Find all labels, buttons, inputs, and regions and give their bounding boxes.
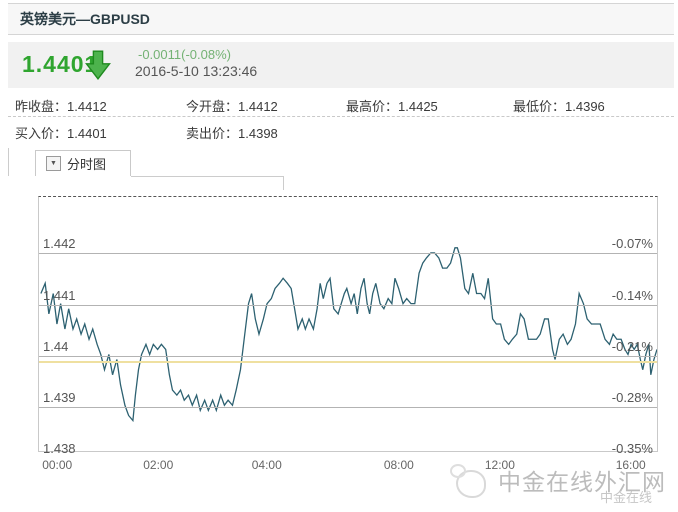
tabbar-border-stub bbox=[283, 176, 284, 190]
tabbar-bottom-border bbox=[131, 176, 283, 177]
y-axis-percent-label: -0.14% bbox=[611, 287, 653, 303]
current-price: 1.4401 bbox=[22, 51, 99, 77]
price-change: -0.0011(-0.08%) bbox=[138, 47, 231, 62]
watermark-text: 中金在线外汇网 bbox=[498, 469, 666, 495]
dashed-divider bbox=[8, 116, 674, 117]
price-line-series bbox=[40, 247, 657, 423]
x-axis-time-label: 12:00 bbox=[484, 458, 515, 472]
x-axis-time-label: 02:00 bbox=[143, 458, 174, 472]
x-axis-time-label: 08:00 bbox=[383, 458, 414, 472]
y-axis-percent-label: -0.21% bbox=[611, 338, 653, 354]
quote-field-value: 1.4412 bbox=[67, 99, 107, 114]
watermark-subtext: 中金在线 bbox=[600, 490, 653, 505]
grid-line bbox=[39, 355, 657, 357]
y-axis-percent-label: -0.07% bbox=[611, 236, 653, 252]
watermark-logo-icon bbox=[450, 464, 490, 500]
quote-field-label: 卖出价： bbox=[186, 126, 239, 141]
quote-field-value: 1.4412 bbox=[238, 99, 278, 114]
quote-field-low: 最低价：1.4396 bbox=[513, 96, 605, 115]
quote-field-value: 1.4401 bbox=[67, 126, 107, 141]
y-axis-price-label: 1.442 bbox=[43, 236, 76, 252]
intraday-chart-plot: 1.442 -0.07% 1.441 -0.14% 1.44 -0.21% 1.439 -0.… bbox=[38, 196, 658, 456]
quote-field-label: 买入价： bbox=[15, 126, 68, 141]
y-axis-price-label: 1.438 bbox=[43, 441, 76, 457]
chevron-down-icon[interactable]: ▼ bbox=[46, 156, 61, 171]
y-axis-percent-label: -0.28% bbox=[611, 389, 653, 405]
quote-field-open: 今开盘：1.4412 bbox=[186, 96, 278, 115]
quote-field-bid: 买入价：1.4401 bbox=[15, 123, 107, 142]
quote-field-label: 今开盘： bbox=[186, 99, 239, 114]
quote-field-ask: 卖出价：1.4398 bbox=[186, 123, 278, 142]
quote-field-value: 1.4425 bbox=[398, 99, 438, 114]
grid-line bbox=[39, 406, 657, 408]
grid-line bbox=[39, 304, 657, 306]
quote-field-prev-close: 昨收盘：1.4412 bbox=[15, 96, 107, 115]
y-axis-percent-label: -0.35% bbox=[611, 441, 653, 457]
previous-close-baseline bbox=[39, 360, 657, 363]
y-axis-price-label: 1.439 bbox=[43, 389, 76, 405]
quote-field-label: 昨收盘： bbox=[15, 99, 68, 114]
quote-field-value: 1.4398 bbox=[238, 126, 278, 141]
grid-line bbox=[39, 253, 657, 255]
price-bar: 1.4401 -0.0011(-0.08%) 2016-5-10 13:23:4… bbox=[8, 42, 674, 88]
quote-field-value: 1.4396 bbox=[565, 99, 605, 114]
tab-intraday-chart[interactable]: ▼ 分时图 bbox=[35, 150, 131, 176]
tabbar-left-border bbox=[8, 148, 9, 176]
page-title: 英镑美元—GBPUSD bbox=[8, 3, 674, 35]
quote-field-label: 最低价： bbox=[513, 99, 566, 114]
x-axis-time-label: 00:00 bbox=[42, 458, 73, 472]
price-down-arrow-icon bbox=[84, 50, 112, 80]
tab-intraday-label: 分时图 bbox=[67, 157, 107, 172]
y-axis-price-label: 1.441 bbox=[43, 287, 76, 303]
quote-field-high: 最高价：1.4425 bbox=[346, 96, 438, 115]
x-axis-time-label: 16:00 bbox=[615, 458, 646, 472]
y-axis-price-label: 1.44 bbox=[43, 338, 69, 354]
x-axis-time-label: 04:00 bbox=[251, 458, 282, 472]
quote-timestamp: 2016-5-10 13:23:46 bbox=[135, 63, 258, 79]
quote-field-label: 最高价： bbox=[346, 99, 399, 114]
